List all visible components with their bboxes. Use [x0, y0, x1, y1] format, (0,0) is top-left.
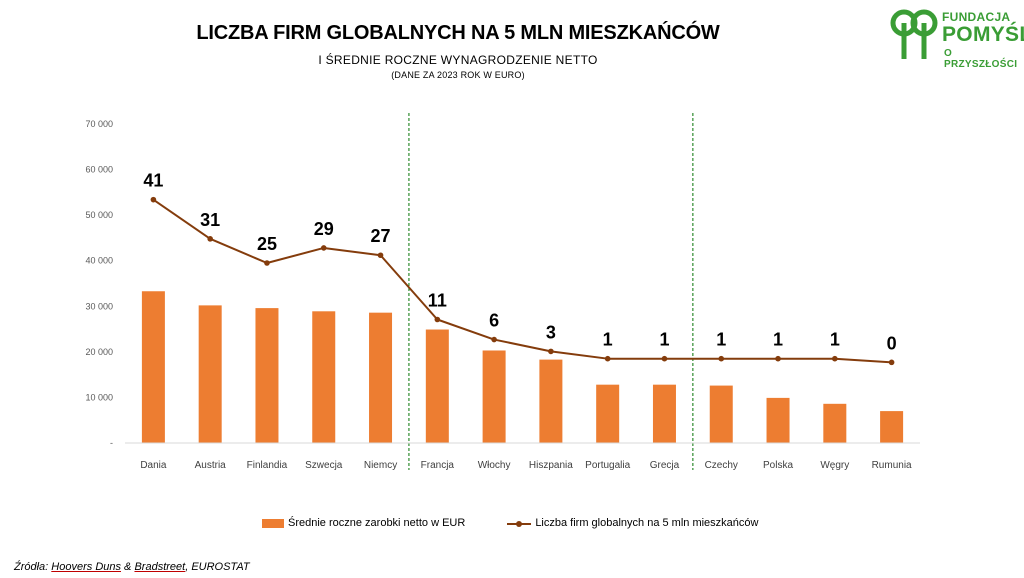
line-data-label: 1 [830, 330, 840, 350]
x-tick-label: Finlandia [247, 460, 288, 471]
logo-line-3: O PRZYSZŁOŚCI [944, 48, 1018, 70]
bar [312, 311, 336, 443]
y-tick-label: 30 000 [85, 301, 113, 311]
line-point [377, 252, 384, 259]
x-axis: Dania Austria Finlandia Szwecja Niemcy Francj… [125, 442, 920, 471]
x-tick-label: Rumunia [872, 460, 912, 471]
foundation-logo: FUNDACJA POMYŚL O PRZYSZŁOŚCI [890, 6, 1024, 70]
chart-note: (DANE ZA 2023 ROK W EURO) [391, 70, 525, 80]
line-data-label: 1 [659, 330, 669, 350]
x-tick-label: Szwecja [305, 460, 343, 471]
bar [766, 397, 790, 443]
line-point [320, 245, 327, 251]
y-axis: 70 000 60 000 50 000 40 000 30 000 20 000 10 0… [85, 119, 113, 448]
line-point [888, 359, 895, 366]
logo-mark-icon [890, 9, 938, 59]
x-tick-label: Grecja [650, 460, 680, 471]
line-data-label: 0 [887, 333, 897, 353]
legend-bar-swatch [262, 518, 284, 528]
bar [141, 291, 165, 443]
line-data-label: 1 [716, 330, 726, 350]
x-tick-label: Portugalia [585, 460, 630, 471]
line-path [152, 198, 892, 364]
line-point [264, 260, 270, 266]
chart-legend: Średnie roczne zarobki netto w EUR Liczb… [262, 517, 800, 529]
bar [596, 384, 620, 443]
line-data-label: 1 [773, 330, 783, 350]
bar [880, 411, 904, 443]
line-data-label: 1 [603, 330, 613, 350]
line-data-label: 11 [428, 291, 447, 311]
line-point [832, 355, 838, 362]
y-tick-label: 40 000 [85, 256, 113, 266]
bar [652, 384, 676, 443]
logo-line-1: FUNDACJA [942, 10, 1011, 24]
legend-item-line: Liczba firm globalnych na 5 mln mieszkań… [507, 517, 758, 529]
bar [198, 305, 222, 443]
source-part-1: Hoovers Duns [51, 561, 121, 573]
source-note: Źródła: Hoovers Duns & Bradstreet, EUROS… [14, 561, 250, 573]
line-data-label: 41 [143, 171, 163, 191]
x-tick-label: Niemcy [364, 460, 397, 471]
group-separators [408, 113, 694, 470]
chart-title: LICZBA FIRM GLOBALNYCH NA 5 MLN MIESZKAŃ… [196, 22, 720, 44]
y-tick-label: 20 000 [85, 347, 113, 357]
legend-item-bar: Średnie roczne zarobki netto w EUR [262, 517, 465, 529]
bar [823, 403, 847, 443]
line-point [548, 348, 554, 355]
logo-line-2: POMYŚL [942, 23, 1024, 46]
legend-line-swatch [507, 519, 532, 528]
line-point [661, 355, 668, 362]
line-point [775, 355, 781, 362]
line-data-label: 29 [314, 219, 334, 239]
line-point [604, 355, 611, 362]
x-tick-label: Czechy [705, 460, 738, 471]
line-point [207, 236, 213, 242]
bar [539, 359, 563, 443]
y-tick-label: 10 000 [85, 392, 113, 402]
line-data-label: 6 [489, 311, 499, 331]
bar-series [141, 291, 904, 443]
x-tick-label: Włochy [478, 460, 511, 471]
source-mid: & [121, 561, 135, 573]
x-tick-label: Francja [421, 460, 455, 471]
y-tick-label: 50 000 [85, 210, 113, 220]
source-part-2: Bradstreet [134, 561, 186, 573]
bar [482, 350, 506, 443]
line-point [434, 316, 441, 323]
x-tick-label: Austria [195, 460, 227, 471]
line-data-label: 31 [200, 210, 220, 230]
source-prefix: Źródła: [14, 561, 52, 573]
combo-chart: 70 000 60 000 50 000 40 000 30 000 20 000 10 0… [85, 113, 920, 471]
x-tick-label: Węgry [820, 460, 849, 471]
legend-bar-label: Średnie roczne zarobki netto w EUR [288, 517, 466, 529]
line-point [718, 355, 725, 362]
y-tick-label: 70 000 [85, 119, 113, 129]
bar [425, 329, 449, 443]
line-data-label: 3 [546, 322, 556, 342]
x-tick-label: Polska [763, 460, 793, 471]
chart-subtitle: I ŚREDNIE ROCZNE WYNAGRODZENIE NETTO [318, 53, 598, 67]
source-suffix: , EUROSTAT [185, 561, 250, 573]
bar [369, 312, 393, 443]
x-tick-label: Hiszpania [529, 460, 573, 471]
legend-line-label: Liczba firm globalnych na 5 mln mieszkań… [535, 517, 759, 529]
bar [255, 308, 279, 443]
bar [709, 385, 733, 443]
line-series [150, 196, 895, 366]
line-point [150, 196, 157, 203]
line-point [491, 336, 497, 343]
y-tick-label: - [110, 438, 113, 448]
line-data-label: 25 [257, 234, 277, 254]
x-tick-label: Dania [140, 460, 167, 471]
line-data-label: 27 [371, 226, 391, 246]
y-tick-label: 60 000 [85, 165, 113, 175]
